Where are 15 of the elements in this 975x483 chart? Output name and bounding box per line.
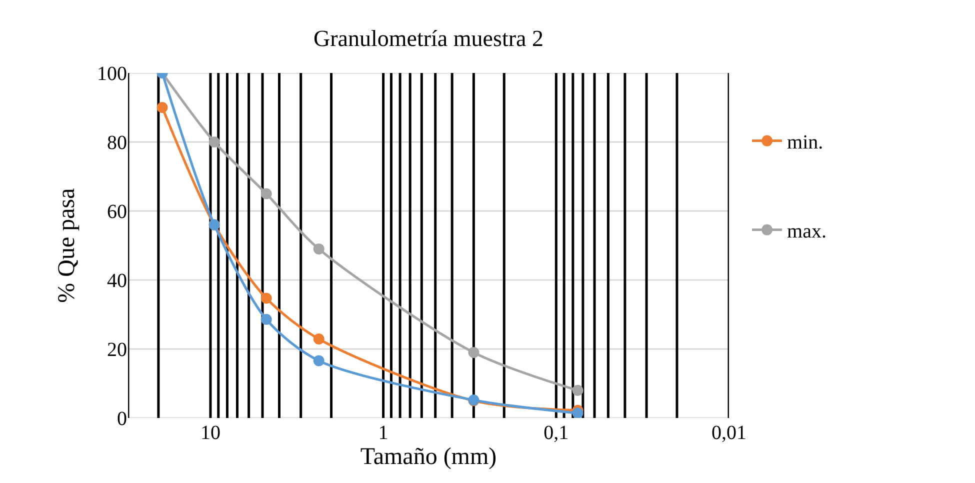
y-tick-label: 100 (97, 63, 127, 85)
y-tick-label: 40 (107, 270, 127, 292)
legend-label: max. (787, 220, 826, 243)
x-axis-title: Tamaño (mm) (360, 444, 497, 470)
x-tick-label: 0,1 (544, 422, 569, 444)
y-tick-label: 20 (107, 339, 127, 361)
x-tick-label: 10 (200, 422, 220, 444)
x-tick-label: 0,01 (712, 422, 746, 444)
y-tick-label: 0 (117, 408, 127, 430)
x-tick-label: 1 (378, 422, 388, 444)
y-tick-label: 80 (107, 132, 127, 154)
y-axis-title: % Que pasa (54, 188, 80, 303)
legend-label: min. (787, 132, 824, 154)
y-tick-label: 60 (107, 201, 127, 223)
chart-title: Granulometría muestra 2 (314, 26, 544, 52)
